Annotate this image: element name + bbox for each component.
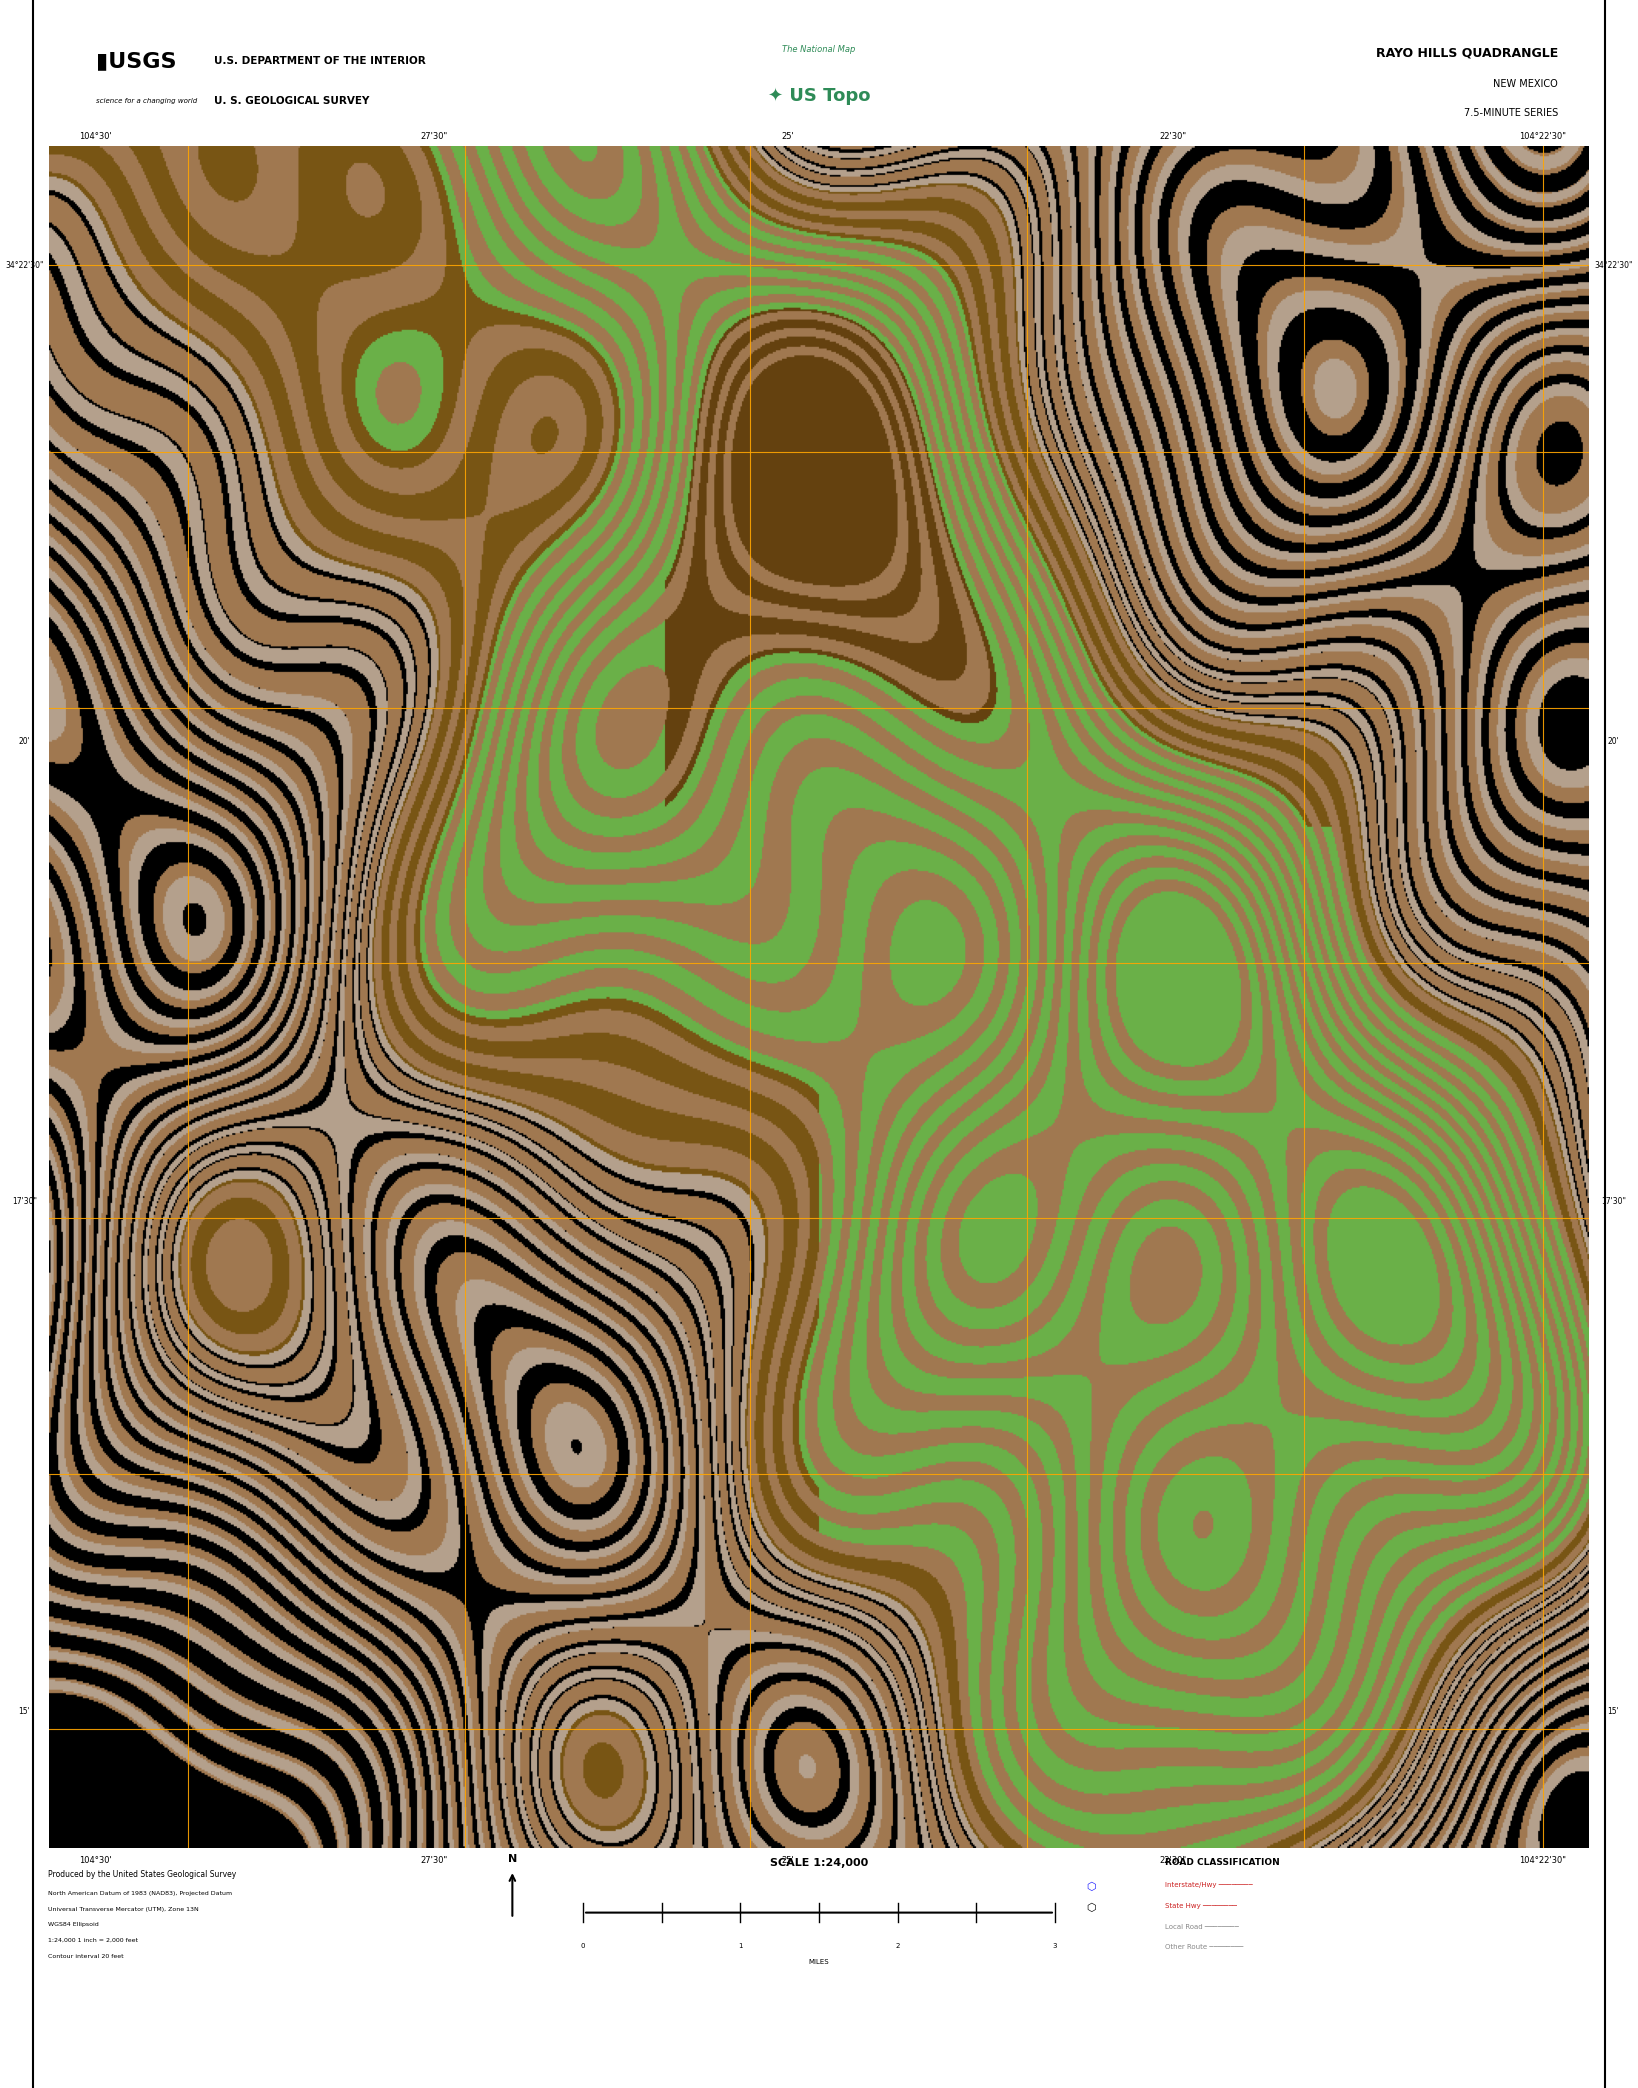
Text: 17'30": 17'30" [11, 1196, 38, 1205]
Text: 0: 0 [581, 1942, 585, 1948]
Text: Other Route ────────: Other Route ──────── [1165, 1944, 1243, 1950]
Text: U.S. DEPARTMENT OF THE INTERIOR: U.S. DEPARTMENT OF THE INTERIOR [213, 56, 426, 67]
Text: 104°30': 104°30' [79, 1856, 111, 1865]
Text: RAYO HILLS QUADRANGLE: RAYO HILLS QUADRANGLE [1376, 46, 1558, 61]
Text: U. S. GEOLOGICAL SURVEY: U. S. GEOLOGICAL SURVEY [213, 96, 369, 106]
Text: WGS84 Ellipsoid: WGS84 Ellipsoid [49, 1923, 100, 1927]
Text: N: N [508, 1854, 518, 1865]
Text: The National Map: The National Map [783, 46, 855, 54]
Text: MILES: MILES [809, 1959, 829, 1965]
Text: 104°22'30": 104°22'30" [1518, 1856, 1566, 1865]
Text: ⬡: ⬡ [1086, 1883, 1096, 1892]
Text: 1: 1 [739, 1942, 742, 1948]
Text: Local Road ────────: Local Road ──────── [1165, 1923, 1238, 1929]
Text: 15': 15' [1607, 1708, 1620, 1716]
Text: State Hwy ────────: State Hwy ──────── [1165, 1902, 1237, 1908]
Text: 20': 20' [18, 737, 31, 745]
Text: Contour interval 20 feet: Contour interval 20 feet [49, 1954, 124, 1959]
Text: ROAD CLASSIFICATION: ROAD CLASSIFICATION [1165, 1858, 1279, 1867]
Text: ✦ US Topo: ✦ US Topo [768, 86, 870, 104]
Text: 20': 20' [1607, 737, 1620, 745]
Text: 15': 15' [18, 1708, 31, 1716]
Text: 17'30": 17'30" [1600, 1196, 1627, 1205]
Text: 104°22'30": 104°22'30" [1518, 132, 1566, 142]
Text: North American Datum of 1983 (NAD83), Projected Datum: North American Datum of 1983 (NAD83), Pr… [49, 1892, 233, 1896]
Text: 25': 25' [781, 132, 794, 142]
Text: Produced by the United States Geological Survey: Produced by the United States Geological… [49, 1871, 238, 1879]
Text: 22'30": 22'30" [1160, 1856, 1186, 1865]
Text: 1:24,000 1 inch = 2,000 feet: 1:24,000 1 inch = 2,000 feet [49, 1938, 139, 1944]
Text: 104°30': 104°30' [79, 132, 111, 142]
Text: 34°22'30": 34°22'30" [5, 261, 44, 269]
Text: NEW MEXICO: NEW MEXICO [1494, 79, 1558, 90]
Text: ▮USGS: ▮USGS [95, 50, 177, 71]
Text: 3: 3 [1053, 1942, 1057, 1948]
Text: ⬡: ⬡ [1086, 1902, 1096, 1913]
Text: 7.5-MINUTE SERIES: 7.5-MINUTE SERIES [1464, 109, 1558, 117]
Text: 27'30": 27'30" [421, 132, 447, 142]
Text: science for a changing world: science for a changing world [95, 98, 197, 104]
Text: 25': 25' [781, 1856, 794, 1865]
Text: 34°22'30": 34°22'30" [1594, 261, 1633, 269]
Text: 22'30": 22'30" [1160, 132, 1186, 142]
Text: Interstate/Hwy ────────: Interstate/Hwy ──────── [1165, 1883, 1253, 1888]
Text: Universal Transverse Mercator (UTM), Zone 13N: Universal Transverse Mercator (UTM), Zon… [49, 1906, 200, 1911]
Text: 27'30": 27'30" [421, 1856, 447, 1865]
Text: 2: 2 [896, 1942, 899, 1948]
Text: SCALE 1:24,000: SCALE 1:24,000 [770, 1858, 868, 1869]
